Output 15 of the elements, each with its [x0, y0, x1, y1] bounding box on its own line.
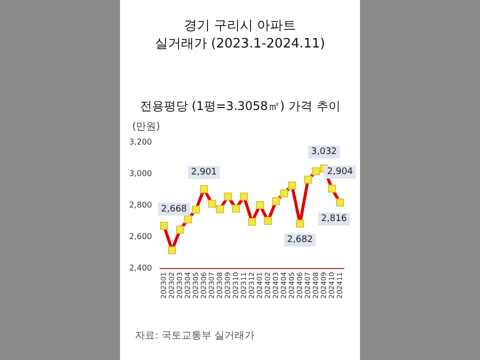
y-tick-label: 3,200 — [129, 138, 152, 146]
chart-subtitle: 전용평당 (1평=3.3058㎡) 가격 추이 — [140, 99, 340, 113]
y-tick-label: 3,000 — [129, 169, 152, 178]
data-label: 2,668 — [161, 204, 188, 214]
data-label: 2,901 — [191, 168, 217, 178]
data-label: 2,682 — [287, 235, 313, 246]
data-label: 3,032 — [311, 146, 337, 157]
y-tick-label: 2,800 — [129, 200, 152, 210]
data-label: 2,904 — [327, 167, 354, 178]
text: 자료: 국토교통부 실거래가 — [135, 330, 255, 342]
y-tick-label: 2,400 — [129, 264, 152, 272]
chart-title: 경기 구리시 아파트 실거래가 (2023.1-2024.11) — [154, 18, 326, 52]
data-label: 2,816 — [321, 214, 348, 224]
y-axis-title: (만원) — [132, 122, 160, 132]
y-tick-label: 2,600 — [129, 232, 152, 241]
